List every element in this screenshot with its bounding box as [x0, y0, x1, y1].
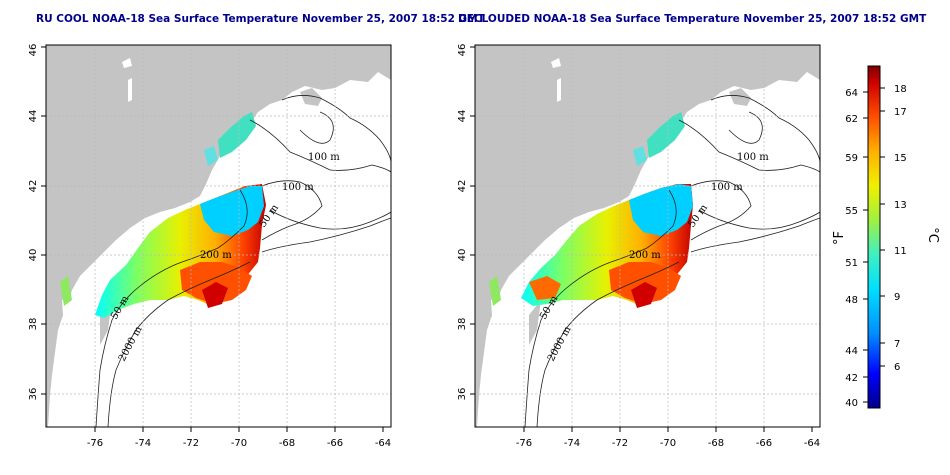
colorbar-gradient: [867, 65, 881, 409]
fahrenheit-tick: 42: [845, 373, 858, 384]
colorbar: 64 62 59 55 51 48 44 42 40 18 17 15 13 1…: [832, 65, 940, 409]
bay: [491, 296, 505, 340]
lake: [551, 58, 561, 68]
hot-spot: [202, 282, 228, 308]
fahrenheit-tick: 62: [845, 114, 858, 125]
fahrenheit-tick: 59: [845, 153, 858, 164]
x-tick-label: -64: [375, 438, 391, 449]
celsius-unit-label: °C: [925, 227, 940, 243]
celsius-tick: 11: [894, 246, 907, 257]
celsius-tick: 15: [894, 153, 907, 164]
map-panel-left: RU COOL NOAA-18 Sea Surface Temperature …: [28, 13, 486, 449]
celsius-tick: 17: [894, 107, 907, 118]
celsius-tick: 18: [894, 84, 907, 95]
x-tick-label: -68: [279, 438, 295, 449]
x-tick-label: -66: [756, 438, 772, 449]
contour-label: 200 m: [629, 250, 661, 261]
warm-patch: [529, 276, 561, 300]
y-tick-label: 36: [28, 388, 39, 401]
map-frame: [474, 44, 821, 428]
grid-lines: [475, 45, 820, 427]
y-tick-label: 44: [457, 110, 468, 123]
bathymetry-contours: [95, 95, 392, 428]
x-tick-label: -66: [327, 438, 343, 449]
x-axis: -76 -74 -72 -70 -68 -66 -64: [516, 427, 820, 449]
map-frame: [45, 44, 392, 428]
fahrenheit-tick: 40: [845, 398, 858, 409]
lake: [122, 58, 132, 68]
x-tick-label: -64: [804, 438, 820, 449]
x-tick-label: -70: [231, 438, 247, 449]
inlet-sst: [489, 276, 501, 306]
x-tick-label: -74: [564, 438, 580, 449]
gulf-of-maine-sst: [647, 112, 685, 158]
grid-lines: [46, 45, 391, 427]
celsius-tick: 6: [894, 362, 900, 373]
coastal-sst: [633, 146, 647, 166]
land-mass: [475, 45, 820, 427]
celsius-tick: 7: [894, 339, 900, 350]
y-tick-label: 46: [28, 44, 39, 57]
fahrenheit-tick: 55: [845, 206, 858, 217]
peninsula: [529, 300, 541, 345]
y-tick-label: 38: [28, 318, 39, 331]
coastal-sst: [204, 146, 218, 166]
bay: [62, 296, 76, 340]
lake: [557, 78, 561, 102]
panel-title: RU COOL NOAA-18 Sea Surface Temperature …: [36, 13, 486, 25]
contour-label: 100 m: [737, 152, 769, 163]
y-tick-label: 36: [457, 388, 468, 401]
cool-patch: [200, 186, 264, 236]
land-mass: [46, 45, 391, 427]
x-axis: -76 -74 -72 -70 -68 -66 -64: [87, 427, 391, 449]
map-panel-right: DECLOUDED NOAA-18 Sea Surface Temperatur…: [457, 13, 927, 449]
x-tick-label: -70: [660, 438, 676, 449]
y-tick-label: 40: [457, 249, 468, 262]
y-tick-label: 38: [457, 318, 468, 331]
island: [300, 88, 322, 106]
celsius-tick: 13: [894, 200, 907, 211]
y-tick-label: 44: [28, 110, 39, 123]
y-axis: 36 38 40 42 44 46: [28, 44, 46, 401]
inlet-sst: [60, 276, 72, 306]
fahrenheit-tick: 64: [845, 88, 858, 99]
fahrenheit-tick: 44: [845, 346, 858, 357]
fahrenheit-tick: 48: [845, 295, 858, 306]
contour-label: 100 m: [711, 182, 743, 193]
sst-field: [60, 112, 266, 318]
y-tick-label: 42: [457, 180, 468, 193]
x-tick-label: -76: [87, 438, 103, 449]
lake: [128, 78, 132, 102]
contour-label: 100 m: [282, 182, 314, 193]
bathymetry-contours: [524, 95, 821, 428]
x-tick-label: -68: [708, 438, 724, 449]
island: [729, 88, 751, 106]
x-tick-label: -72: [183, 438, 199, 449]
hot-spot: [631, 282, 657, 308]
cool-patch: [629, 184, 693, 236]
y-tick-label: 46: [457, 44, 468, 57]
x-tick-label: -72: [612, 438, 628, 449]
y-tick-label: 42: [28, 180, 39, 193]
x-tick-label: -76: [516, 438, 532, 449]
x-tick-label: -74: [135, 438, 151, 449]
y-tick-label: 40: [28, 249, 39, 262]
y-axis: 36 38 40 42 44 46: [457, 44, 475, 401]
panel-title: DECLOUDED NOAA-18 Sea Surface Temperatur…: [458, 13, 927, 25]
fahrenheit-unit-label: °F: [832, 231, 847, 245]
fahrenheit-tick: 51: [845, 258, 858, 269]
contour-label: 200 m: [200, 250, 232, 261]
contour-label: 100 m: [308, 152, 340, 163]
celsius-tick: 9: [894, 292, 900, 303]
gulf-of-maine-sst: [218, 112, 256, 158]
